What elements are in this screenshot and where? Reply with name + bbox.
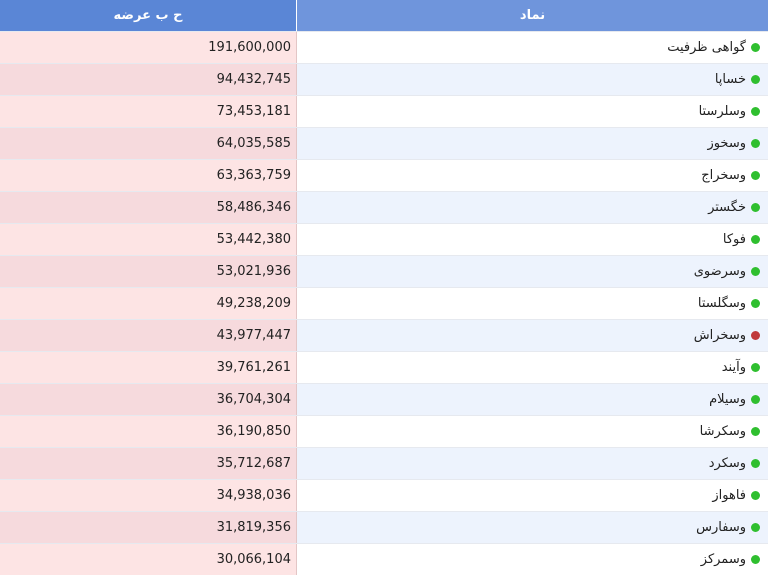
symbol-label: وسگلستا <box>697 296 746 311</box>
symbol-cell[interactable]: وسگلستا <box>297 288 768 319</box>
symbol-label: وسکرشا <box>699 424 746 439</box>
status-dot-icon <box>751 459 760 468</box>
status-dot-icon <box>751 139 760 148</box>
symbol-cell[interactable]: خگستر <box>297 192 768 223</box>
symbol-label: خگستر <box>708 200 746 215</box>
table-body: 191,600,000 گواهی ظرفیت 94,432,745 خساپا 73,… <box>0 31 768 575</box>
volume-cell: 53,021,936 <box>0 256 297 287</box>
volume-cell: 49,238,209 <box>0 288 297 319</box>
symbol-label: خساپا <box>714 72 746 87</box>
symbol-label: فاهواز <box>712 488 746 503</box>
status-dot-icon <box>751 523 760 532</box>
column-header-symbol[interactable]: نماد <box>297 0 768 31</box>
symbol-label: وسفارس <box>696 520 746 535</box>
status-dot-icon <box>751 203 760 212</box>
symbol-cell[interactable]: وسخراج <box>297 160 768 191</box>
symbol-label: وسیلام <box>709 392 746 407</box>
symbol-cell[interactable]: فاهواز <box>297 480 768 511</box>
table-row[interactable]: 53,442,380 فوکا <box>0 223 768 255</box>
table-row[interactable]: 53,021,936 وسرضوی <box>0 255 768 287</box>
symbol-label: وسخراش <box>693 328 746 343</box>
status-dot-icon <box>751 75 760 84</box>
symbol-cell[interactable]: وسمرکز <box>297 544 768 575</box>
volume-cell: 34,938,036 <box>0 480 297 511</box>
symbol-cell[interactable]: وسرضوی <box>297 256 768 287</box>
symbol-cell[interactable]: گواهی ظرفیت <box>297 32 768 63</box>
status-dot-icon <box>751 363 760 372</box>
symbol-cell[interactable]: وسفارس <box>297 512 768 543</box>
volume-cell: 94,432,745 <box>0 64 297 95</box>
table-row[interactable]: 94,432,745 خساپا <box>0 63 768 95</box>
table-header: ح ب عرضه نماد <box>0 0 768 31</box>
volume-cell: 58,486,346 <box>0 192 297 223</box>
column-header-volume[interactable]: ح ب عرضه <box>0 0 297 31</box>
table-row[interactable]: 43,977,447 وسخراش <box>0 319 768 351</box>
status-dot-icon <box>751 427 760 436</box>
table-row[interactable]: 35,712,687 وسکرد <box>0 447 768 479</box>
symbol-cell[interactable]: وسکرشا <box>297 416 768 447</box>
symbol-label: وسمرکز <box>700 552 746 567</box>
status-dot-icon <box>751 331 760 340</box>
volume-cell: 36,190,850 <box>0 416 297 447</box>
status-dot-icon <box>751 491 760 500</box>
status-dot-icon <box>751 171 760 180</box>
table-row[interactable]: 63,363,759 وسخراج <box>0 159 768 191</box>
table-row[interactable]: 49,238,209 وسگلستا <box>0 287 768 319</box>
table-row[interactable]: 64,035,585 وسخوز <box>0 127 768 159</box>
symbol-cell[interactable]: فوکا <box>297 224 768 255</box>
table-row[interactable]: 34,938,036 فاهواز <box>0 479 768 511</box>
volume-cell: 31,819,356 <box>0 512 297 543</box>
symbol-label: وسکرد <box>708 456 746 471</box>
volume-cell: 53,442,380 <box>0 224 297 255</box>
symbol-label: وآیند <box>721 360 746 375</box>
symbol-cell[interactable]: وسیلام <box>297 384 768 415</box>
symbol-label: گواهی ظرفیت <box>667 40 746 55</box>
table-row[interactable]: 36,190,850 وسکرشا <box>0 415 768 447</box>
status-dot-icon <box>751 267 760 276</box>
symbol-cell[interactable]: خساپا <box>297 64 768 95</box>
volume-cell: 63,363,759 <box>0 160 297 191</box>
status-dot-icon <box>751 107 760 116</box>
symbol-label: وسخوز <box>707 136 746 151</box>
symbol-label: فوکا <box>722 232 746 247</box>
table-row[interactable]: 36,704,304 وسیلام <box>0 383 768 415</box>
table-row[interactable]: 191,600,000 گواهی ظرفیت <box>0 31 768 63</box>
table-row[interactable]: 58,486,346 خگستر <box>0 191 768 223</box>
symbol-cell[interactable]: وسلرستا <box>297 96 768 127</box>
volume-cell: 36,704,304 <box>0 384 297 415</box>
volume-cell: 64,035,585 <box>0 128 297 159</box>
table-row[interactable]: 39,761,261 وآیند <box>0 351 768 383</box>
status-dot-icon <box>751 299 760 308</box>
symbol-cell[interactable]: وآیند <box>297 352 768 383</box>
symbol-label: وسرضوی <box>693 264 746 279</box>
status-dot-icon <box>751 555 760 564</box>
volume-cell: 73,453,181 <box>0 96 297 127</box>
volume-cell: 30,066,104 <box>0 544 297 575</box>
symbol-cell[interactable]: وسخراش <box>297 320 768 351</box>
volume-cell: 35,712,687 <box>0 448 297 479</box>
table-row[interactable]: 30,066,104 وسمرکز <box>0 543 768 575</box>
volume-cell: 191,600,000 <box>0 32 297 63</box>
symbol-cell[interactable]: وسخوز <box>297 128 768 159</box>
status-dot-icon <box>751 235 760 244</box>
symbol-label: وسلرستا <box>698 104 746 119</box>
volume-cell: 39,761,261 <box>0 352 297 383</box>
volume-cell: 43,977,447 <box>0 320 297 351</box>
status-dot-icon <box>751 43 760 52</box>
symbol-cell[interactable]: وسکرد <box>297 448 768 479</box>
symbol-label: وسخراج <box>701 168 746 183</box>
table-row[interactable]: 73,453,181 وسلرستا <box>0 95 768 127</box>
status-dot-icon <box>751 395 760 404</box>
table-row[interactable]: 31,819,356 وسفارس <box>0 511 768 543</box>
